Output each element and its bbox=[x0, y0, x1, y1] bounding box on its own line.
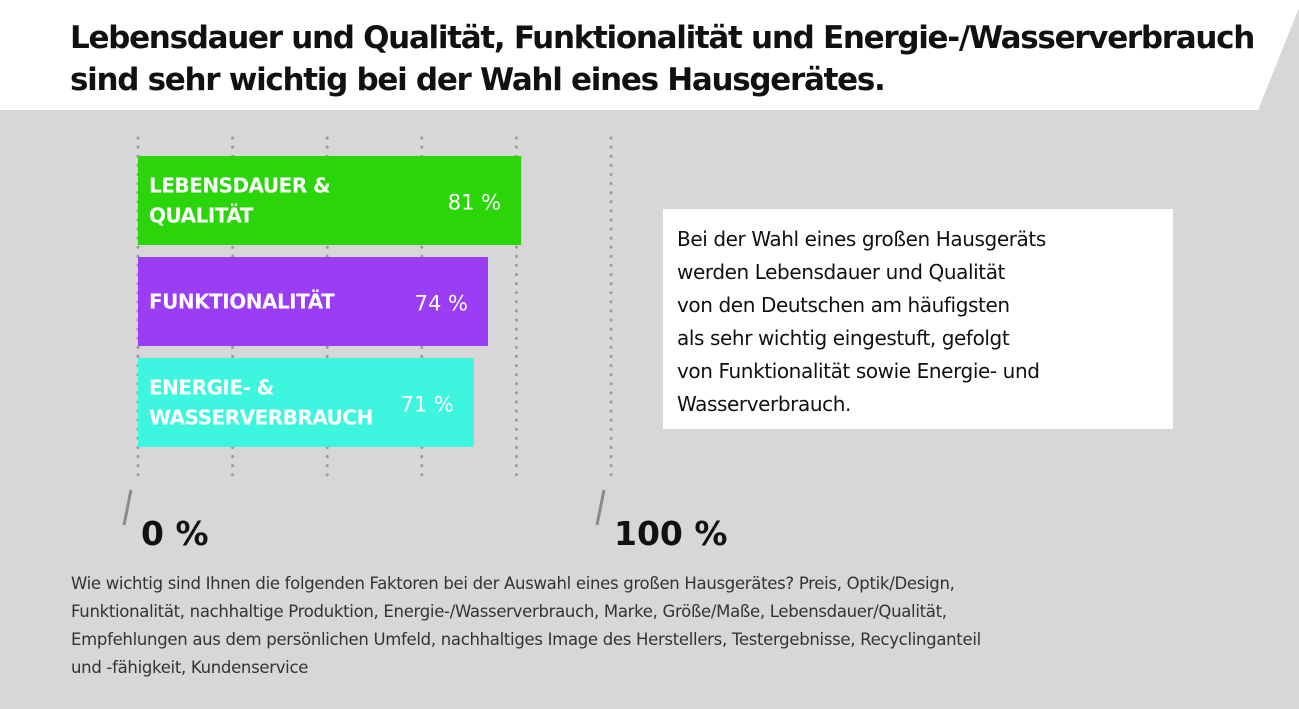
bar-label: FUNKTIONALITÄT bbox=[149, 290, 335, 314]
axis-tick-label: 100 % bbox=[614, 514, 727, 553]
survey-question-footnote: Wie wichtig sind Ihnen die folgenden Fak… bbox=[71, 570, 1271, 682]
footnote-line: Empfehlungen aus dem persönlichen Umfeld… bbox=[71, 630, 981, 649]
axis-slash bbox=[122, 489, 133, 526]
axis-tick-label: 0 % bbox=[141, 514, 209, 553]
summary-note-line: von den Deutschen am häufigsten bbox=[677, 293, 1010, 317]
bar bbox=[138, 358, 474, 447]
bar-label: QUALITÄT bbox=[149, 204, 254, 228]
footnote-line: Wie wichtig sind Ihnen die folgenden Fak… bbox=[71, 574, 955, 593]
summary-note-line: von Funktionalität sowie Energie- und bbox=[677, 359, 1040, 383]
summary-note-line: als sehr wichtig eingestuft, gefolgt bbox=[677, 326, 1010, 350]
summary-note-line: werden Lebensdauer und Qualität bbox=[677, 260, 1006, 284]
axis-slash bbox=[595, 489, 606, 526]
bar-value-label: 71 % bbox=[400, 393, 453, 417]
bar-label: LEBENSDAUER & bbox=[149, 174, 330, 198]
summary-note-box: Bei der Wahl eines großen Hausgeräts wer… bbox=[663, 209, 1173, 429]
bar-label: ENERGIE- & bbox=[149, 376, 274, 400]
bar-label: WASSERVERBRAUCH bbox=[149, 406, 373, 430]
summary-note-line: Wasserverbrauch. bbox=[677, 392, 851, 416]
chart-title-line-2: sind sehr wichtig bei der Wahl eines Hau… bbox=[70, 62, 886, 98]
footnote-line: und -fähigkeit, Kundenservice bbox=[71, 658, 309, 677]
summary-note-line: Bei der Wahl eines großen Hausgeräts bbox=[677, 227, 1046, 251]
bar-value-label: 81 % bbox=[448, 191, 501, 215]
chart-title-line-1: Lebensdauer und Qualität, Funktionalität… bbox=[70, 20, 1255, 56]
title-banner-shape bbox=[0, 0, 1299, 110]
footnote-line: Funktionalität, nachhaltige Produktion, … bbox=[71, 602, 947, 621]
bar-value-label: 74 % bbox=[415, 292, 468, 316]
bar-chart: LEBENSDAUER & QUALITÄT 81 % FUNKTIONALITÄT 7… bbox=[122, 136, 727, 553]
bar bbox=[138, 257, 489, 346]
bar bbox=[138, 156, 522, 245]
title-banner: Lebensdauer und Qualität, Funktionalität… bbox=[0, 0, 1299, 110]
